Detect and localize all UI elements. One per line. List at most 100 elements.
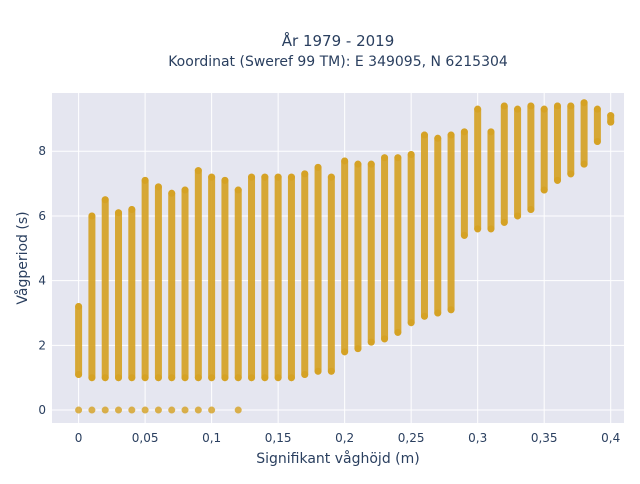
data-point (394, 328, 402, 336)
data-point (88, 374, 96, 382)
data-column (101, 196, 109, 382)
data-point (553, 176, 561, 184)
y-tick-labels: 0 2 4 6 8 (38, 144, 46, 417)
data-point (367, 160, 375, 168)
data-column (75, 303, 83, 378)
data-column (314, 163, 322, 375)
data-column (327, 173, 335, 375)
data-column (208, 173, 216, 382)
data-point (527, 102, 535, 110)
y-tick-label: 0 (38, 403, 46, 417)
x-tick-label: 0,25 (398, 431, 425, 445)
data-point (301, 170, 309, 178)
data-column (154, 183, 162, 382)
data-point (75, 303, 83, 311)
data-column (248, 173, 256, 382)
data-point (381, 335, 389, 343)
data-point (354, 345, 362, 353)
data-column (580, 99, 588, 168)
data-column (460, 128, 468, 239)
data-column (474, 105, 482, 233)
data-column (553, 102, 561, 184)
data-point (327, 173, 335, 181)
data-point (168, 374, 176, 382)
data-point (208, 173, 216, 181)
data-point (474, 225, 482, 233)
data-point (287, 374, 295, 382)
data-point (514, 212, 522, 220)
data-point (101, 374, 109, 382)
data-point (274, 173, 282, 181)
data-point (208, 374, 216, 382)
data-point (181, 374, 189, 382)
data-point (607, 118, 615, 126)
data-point (553, 102, 561, 110)
data-column (287, 173, 295, 382)
data-point-zero (168, 406, 176, 414)
data-point (128, 374, 136, 382)
data-point (154, 183, 162, 191)
data-point-zero (75, 406, 83, 414)
data-point (115, 374, 123, 382)
data-point (88, 212, 96, 220)
data-point (474, 105, 482, 113)
data-column (500, 102, 508, 226)
data-point (434, 309, 442, 317)
data-point (194, 167, 202, 175)
data-point (354, 160, 362, 168)
data-point (593, 105, 601, 113)
data-column (181, 186, 189, 382)
data-point (168, 189, 176, 197)
data-column (420, 131, 428, 320)
data-point (487, 225, 495, 233)
data-point (487, 128, 495, 136)
data-point (181, 186, 189, 194)
data-point (154, 374, 162, 382)
y-axis-label: Vågperiod (s) (14, 211, 31, 304)
data-point (327, 367, 335, 375)
data-point (128, 205, 136, 213)
data-point-zero (181, 406, 189, 414)
data-point (434, 134, 442, 142)
y-tick-label: 8 (38, 144, 46, 158)
data-point (248, 173, 256, 181)
data-point (500, 102, 508, 110)
data-column (487, 128, 495, 233)
x-tick-label: 0,3 (468, 431, 487, 445)
data-point (234, 374, 242, 382)
data-point-zero (194, 406, 202, 414)
data-point (567, 102, 575, 110)
data-column (301, 170, 309, 378)
data-column (234, 186, 242, 382)
y-tick-label: 2 (38, 338, 46, 352)
data-column (593, 105, 601, 146)
x-tick-label: 0,2 (335, 431, 354, 445)
data-point (141, 176, 149, 184)
data-column (141, 176, 149, 382)
data-point (314, 367, 322, 375)
data-column (341, 157, 349, 356)
data-point-zero (128, 406, 136, 414)
data-point (248, 374, 256, 382)
data-point (567, 170, 575, 178)
data-column (447, 131, 455, 314)
x-tick-label: 0 (75, 431, 83, 445)
data-column (221, 176, 229, 382)
data-points (75, 99, 615, 414)
data-point (221, 176, 229, 184)
data-point-zero (88, 406, 96, 414)
x-tick-label: 0,15 (265, 431, 292, 445)
x-tick-label: 0,4 (601, 431, 620, 445)
data-column (367, 160, 375, 346)
data-point (274, 374, 282, 382)
data-point (540, 186, 548, 194)
data-point (394, 154, 402, 162)
y-tick-label: 4 (38, 274, 46, 288)
data-point (420, 131, 428, 139)
data-point (500, 218, 508, 226)
data-point (367, 338, 375, 346)
data-point (287, 173, 295, 181)
x-tick-label: 0,1 (202, 431, 221, 445)
data-point (314, 163, 322, 171)
